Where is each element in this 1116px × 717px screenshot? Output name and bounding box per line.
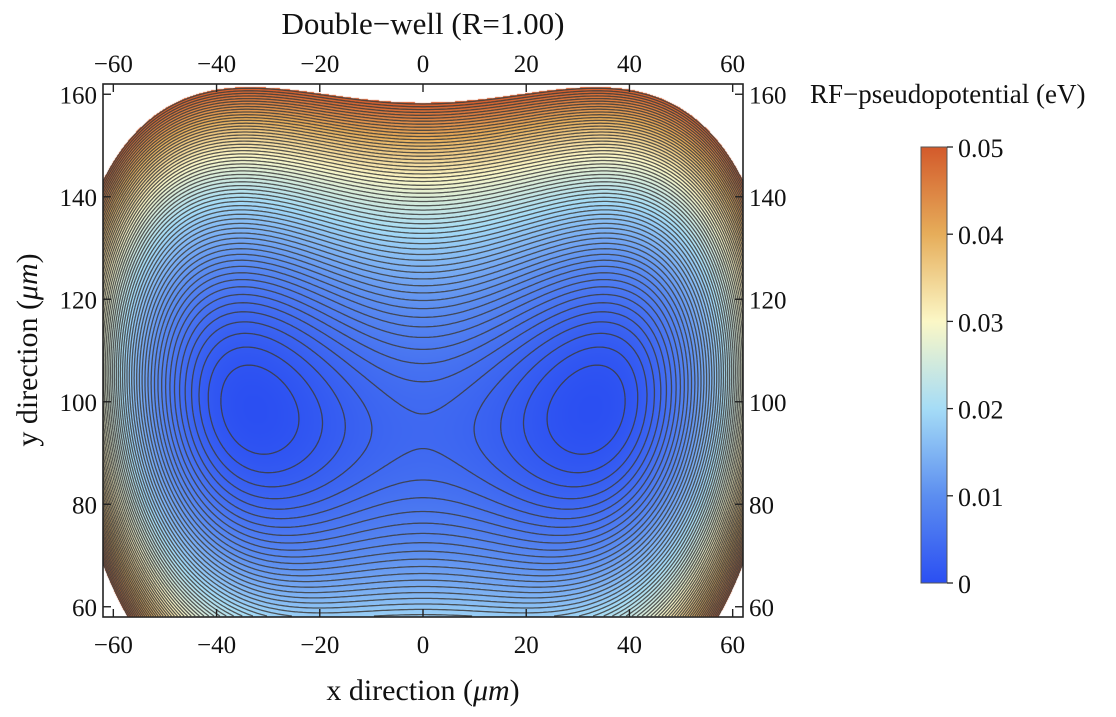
contour-line	[173, 293, 673, 528]
contour-line	[141, 237, 705, 588]
contour-line	[157, 265, 689, 558]
contour-line	[126, 209, 720, 617]
contour-line	[103, 134, 743, 617]
contour-line	[178, 302, 668, 520]
contour-line	[131, 218, 715, 609]
x-tick-label-top: 0	[417, 51, 430, 78]
contour-line	[103, 105, 743, 617]
contour-line	[103, 92, 743, 617]
contour-line	[103, 163, 743, 617]
x-tick-label-top: −60	[94, 51, 133, 78]
colorbar	[920, 146, 948, 584]
contour-line	[103, 90, 743, 617]
contour-line	[133, 222, 713, 604]
y-tick-label: 80	[72, 492, 97, 519]
x-tick-label: −40	[197, 632, 236, 659]
contour-line	[103, 122, 743, 617]
contour-line	[128, 213, 718, 614]
contour-line	[150, 253, 696, 571]
x-tick-label-top: 40	[617, 51, 642, 78]
y-tick-label: 140	[60, 185, 98, 212]
contour-line	[106, 170, 740, 617]
colorbar-tick-label: 0.04	[958, 221, 1004, 250]
y-tick-label: 160	[60, 82, 98, 109]
contour-line	[220, 364, 626, 455]
contour-line	[164, 278, 682, 544]
x-tick-label: 60	[720, 632, 745, 659]
contour-line	[103, 87, 743, 617]
x-tick-label: 20	[514, 632, 539, 659]
y-tick-label-right: 80	[749, 492, 774, 519]
contour-line	[184, 311, 662, 510]
contour-line	[153, 259, 693, 565]
x-tick-label-top: −20	[300, 51, 339, 78]
contour-line	[117, 192, 729, 617]
contour-line	[136, 227, 710, 599]
contour-line	[115, 188, 731, 617]
y-axis-label: y direction (μm)	[11, 253, 44, 446]
contour-line	[113, 184, 733, 617]
contour-line	[103, 116, 743, 617]
x-axis-label: x direction (μm)	[326, 674, 519, 707]
y-tick-label: 120	[60, 287, 98, 314]
x-tick-label: −60	[94, 632, 133, 659]
colorbar-ticks: 0 0.01 0.02 0.03 0.04 0.05	[947, 134, 1004, 599]
contour-line	[138, 232, 708, 594]
chart-title: Double−well (R=1.00)	[282, 6, 565, 41]
y-tick-label-right: 160	[749, 82, 787, 109]
contour-line	[103, 114, 743, 617]
contour-line	[103, 95, 743, 617]
contour-line	[103, 137, 743, 617]
y-tick-label-right: 140	[749, 185, 787, 212]
y-tick-label-right: 60	[749, 595, 774, 622]
contour-line	[119, 196, 727, 617]
x-tick-label-top: 60	[720, 51, 745, 78]
y-tick-label: 60	[72, 595, 97, 622]
x-tick-label: −20	[300, 632, 339, 659]
colorbar-tick-label: 0	[958, 570, 971, 599]
colorbar-tick-label: 0.05	[958, 134, 1004, 163]
contour-line	[103, 143, 743, 617]
colorbar-tick-label: 0.02	[958, 396, 1004, 425]
contour-line	[190, 321, 656, 500]
contour-line	[198, 332, 648, 488]
x-tick-label: 0	[417, 632, 430, 659]
contour-line	[108, 173, 738, 617]
contour-line	[147, 248, 699, 577]
contour-line	[103, 131, 743, 617]
contour-line	[109, 177, 737, 617]
x-tick-label: 40	[617, 632, 642, 659]
contour-line	[124, 204, 722, 617]
contour-line	[103, 128, 743, 617]
potential-map	[103, 84, 743, 617]
contour-line	[103, 97, 743, 617]
x-tick-label-top: −40	[197, 51, 236, 78]
contour-line	[103, 153, 743, 617]
contour-line	[207, 346, 639, 474]
contour-line	[103, 159, 743, 617]
colorbar-label: RF−pseudopotential (eV)	[810, 79, 1085, 109]
contour-line	[144, 242, 702, 583]
contour-line	[111, 181, 735, 617]
contour-line	[103, 100, 743, 617]
contour-line	[103, 119, 743, 617]
contour-line	[161, 272, 685, 551]
contour-line	[121, 200, 725, 617]
colorbar-tick-label: 0.01	[958, 483, 1004, 512]
x-tick-label-top: 20	[514, 51, 539, 78]
y-tick-label: 100	[60, 390, 98, 417]
colorbar-tick-label: 0.03	[958, 308, 1004, 337]
contour-line	[103, 140, 743, 617]
y-tick-label-right: 100	[749, 390, 787, 417]
contour-line	[103, 125, 743, 617]
contour-line	[169, 286, 677, 537]
y-tick-label-right: 120	[749, 287, 787, 314]
contour-line	[103, 156, 743, 617]
contour-line	[104, 166, 742, 617]
